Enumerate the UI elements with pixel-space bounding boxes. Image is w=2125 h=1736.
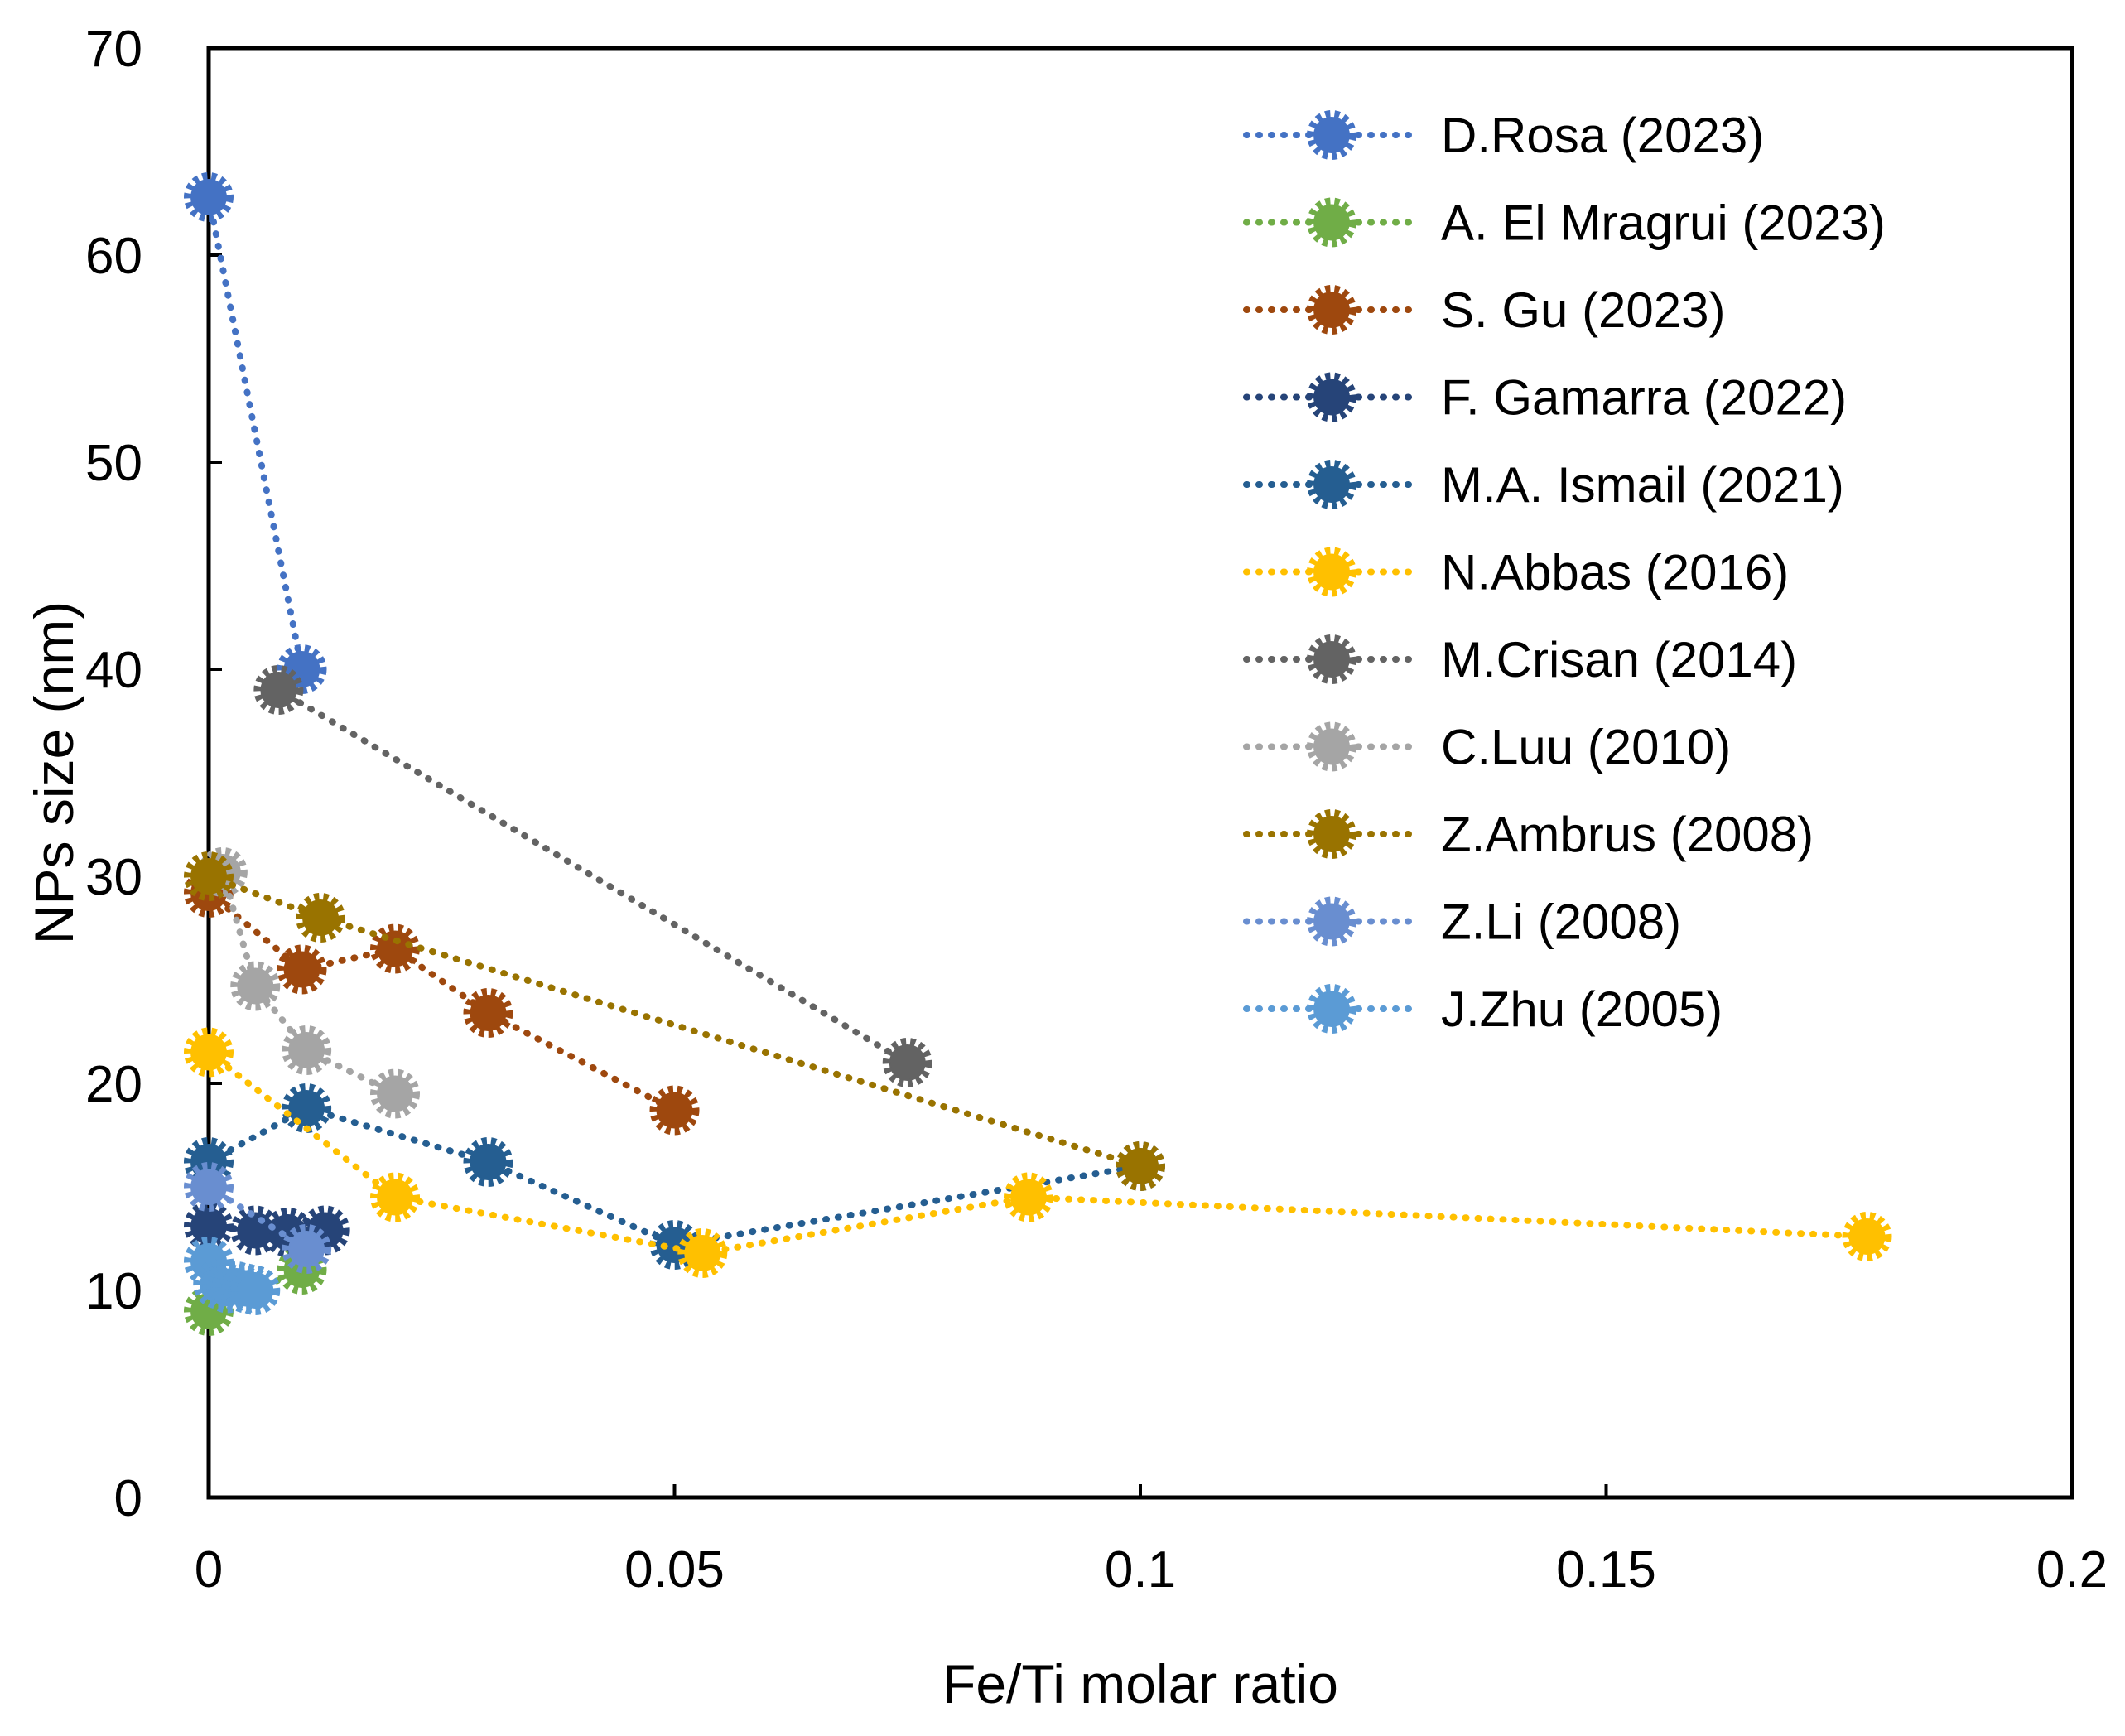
- legend: D.Rosa (2023) A. El Mragrui (2023) S. Gu (…: [1243, 108, 1886, 1037]
- data-point: [253, 665, 304, 715]
- series-5: [184, 1027, 1892, 1278]
- legend-item: J.Zhu (2005): [1243, 981, 1723, 1037]
- series-line: [205, 194, 306, 673]
- data-point: [370, 1068, 420, 1119]
- y-axis-title: NPs size (nm): [23, 601, 84, 944]
- data-point: [230, 1266, 281, 1315]
- data-point: [282, 1025, 332, 1075]
- series-line: [205, 890, 678, 1114]
- x-tick-label: 0.2: [2036, 1541, 2108, 1599]
- x-tick-label: 0.05: [624, 1541, 725, 1599]
- data-point: [230, 961, 281, 1011]
- legend-marker: [1307, 197, 1356, 248]
- data-point: [1116, 1141, 1165, 1191]
- legend-marker: [1307, 721, 1356, 772]
- x-axis-ticks: 0 0.05 0.1 0.15 0.2: [195, 1484, 2108, 1599]
- series-line: [219, 869, 398, 1097]
- legend-item: F. Gamarra (2022): [1243, 370, 1847, 426]
- data-point: [1004, 1172, 1053, 1222]
- y-tick-label: 30: [85, 849, 142, 906]
- legend-marker: [1307, 896, 1356, 947]
- series-layer: [184, 172, 1892, 1336]
- data-point: [184, 1027, 234, 1078]
- legend-item: D.Rosa (2023): [1243, 108, 1764, 163]
- legend-label: S. Gu (2023): [1441, 282, 1726, 338]
- series-8: [184, 851, 1165, 1191]
- y-tick-label: 50: [85, 435, 142, 492]
- legend-label: M.Crisan (2014): [1441, 632, 1797, 687]
- plot-frame: [206, 46, 2074, 1500]
- x-tick-label: 0.15: [1556, 1541, 1656, 1599]
- series-line: [205, 1049, 1871, 1257]
- data-point: [184, 172, 234, 222]
- legend-marker: [1307, 547, 1356, 597]
- y-tick-label: 20: [85, 1056, 142, 1113]
- legend-label: M.A. Ismail (2021): [1441, 457, 1844, 513]
- series-2: [184, 868, 700, 1136]
- x-tick-label: 0: [195, 1541, 223, 1599]
- data-point: [370, 1172, 420, 1222]
- legend-item: S. Gu (2023): [1243, 282, 1726, 338]
- y-tick-label: 40: [85, 642, 142, 699]
- legend-item: M.Crisan (2014): [1243, 632, 1797, 687]
- data-point: [277, 944, 327, 995]
- legend-marker: [1307, 460, 1356, 509]
- legend-marker: [1307, 634, 1356, 684]
- series-line: [275, 687, 911, 1066]
- data-point: [282, 1083, 332, 1133]
- legend-label: A. El Mragrui (2023): [1441, 195, 1886, 251]
- series-0: [184, 172, 327, 694]
- data-point: [277, 644, 327, 694]
- data-point: [370, 923, 420, 974]
- legend-marker: [1307, 110, 1356, 160]
- legend-label: Z.Ambrus (2008): [1441, 807, 1814, 862]
- series-line: [205, 1104, 1144, 1249]
- legend-label: C.Luu (2010): [1441, 720, 1731, 775]
- legend-item: N.Abbas (2016): [1243, 545, 1789, 600]
- legend-item: Z.Li (2008): [1243, 895, 1681, 950]
- x-tick-label: 0.1: [1105, 1541, 1176, 1599]
- legend-item: M.A. Ismail (2021): [1243, 457, 1844, 513]
- legend-item: A. El Mragrui (2023): [1243, 195, 1886, 251]
- legend-marker: [1307, 285, 1356, 335]
- data-point: [184, 851, 234, 901]
- y-tick-label: 0: [114, 1470, 142, 1527]
- y-axis-ticks: 0 10 20 30 40 50 60 70: [85, 21, 222, 1527]
- y-tick-label: 60: [85, 228, 142, 285]
- legend-label: N.Abbas (2016): [1441, 545, 1789, 600]
- data-point: [1842, 1212, 1892, 1261]
- data-point: [296, 893, 345, 943]
- legend-marker: [1307, 372, 1356, 422]
- legend-item: Z.Ambrus (2008): [1243, 807, 1814, 862]
- data-point: [463, 988, 513, 1038]
- data-point: [649, 1085, 700, 1136]
- series-7: [197, 847, 420, 1119]
- legend-label: F. Gamarra (2022): [1441, 370, 1847, 426]
- x-axis-title: Fe/Ti molar ratio: [942, 1653, 1338, 1714]
- y-tick-label: 70: [85, 21, 142, 78]
- legend-label: D.Rosa (2023): [1441, 108, 1764, 163]
- legend-marker: [1307, 984, 1356, 1034]
- data-point: [463, 1137, 513, 1187]
- series-line: [205, 873, 1144, 1169]
- data-point: [184, 1201, 234, 1251]
- series-9: [184, 1162, 332, 1274]
- data-point: [677, 1228, 728, 1278]
- y-tick-label: 10: [85, 1263, 142, 1320]
- data-point: [882, 1038, 932, 1087]
- series-10: [184, 1237, 281, 1315]
- legend-marker: [1307, 809, 1356, 859]
- legend-item: C.Luu (2010): [1243, 720, 1731, 775]
- series-6: [253, 665, 932, 1087]
- data-point: [184, 1162, 234, 1212]
- data-point: [282, 1224, 332, 1274]
- legend-label: J.Zhu (2005): [1441, 981, 1723, 1037]
- legend-label: Z.Li (2008): [1441, 895, 1681, 950]
